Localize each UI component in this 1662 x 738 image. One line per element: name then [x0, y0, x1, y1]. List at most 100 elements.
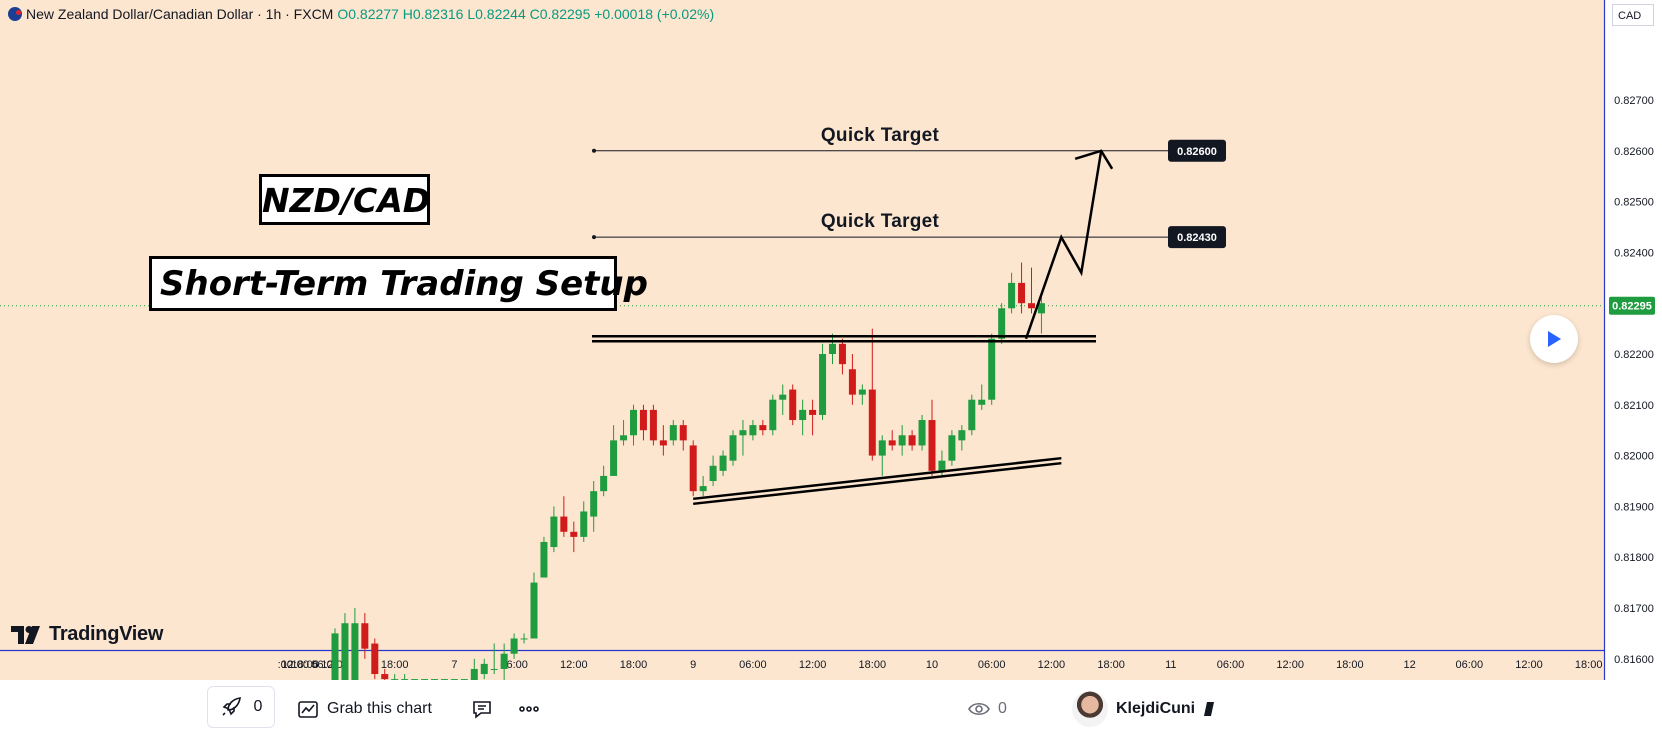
price-tick-label: 0.81700 [1614, 603, 1654, 615]
candle-body [401, 679, 409, 680]
candle-body [848, 369, 856, 395]
target-label: Quick Target [821, 125, 940, 146]
candlestick-chart[interactable]: 0.81600 0.81700 0.81800 0.81900 0.82000 0.821… [0, 0, 1662, 680]
candle-body [998, 308, 1006, 339]
time-tick-label: 06:00 [1456, 659, 1484, 671]
boost-button[interactable]: 0 [207, 686, 275, 728]
price-tick-label: 0.82400 [1614, 247, 1654, 259]
close-value: C0.82295 [529, 6, 591, 22]
grab-chart-button[interactable]: Grab this chart [297, 680, 432, 738]
current-price-badge [1609, 296, 1655, 315]
chart-image-icon [298, 701, 318, 718]
candle-body [958, 430, 966, 441]
candle-body [948, 435, 956, 461]
price-tick-label: 0.81800 [1614, 552, 1654, 564]
pro-badge-icon [1204, 702, 1215, 716]
candle-body [928, 420, 936, 471]
price-tick-label: 0.82000 [1614, 451, 1654, 463]
candle-body [460, 679, 468, 680]
open-value: O0.82277 [337, 6, 399, 22]
price-tick-label: 0.82700 [1614, 95, 1654, 107]
candle-body [918, 420, 926, 446]
candle-body [799, 409, 807, 421]
candle-body [540, 541, 548, 578]
time-tick-label: 06:00 [978, 659, 1006, 671]
author-name[interactable]: KlejdiCuni [1116, 700, 1196, 717]
target-price-badge [1168, 226, 1226, 249]
price-tick-label: 0.81600 [1614, 654, 1654, 666]
candle-body [470, 668, 478, 680]
candle-body [689, 445, 697, 492]
time-tick-label: 12:00 [281, 659, 309, 671]
author-avatar[interactable] [1072, 691, 1108, 727]
candle-body [411, 679, 419, 680]
comment-icon [473, 701, 491, 719]
time-tick-label: :00 [278, 659, 293, 671]
candle-body [560, 516, 568, 532]
candle-body [838, 343, 846, 365]
candle-body [580, 511, 588, 537]
candle-body [351, 623, 359, 680]
target-price-value: 0.82600 [1177, 146, 1217, 158]
pair-title-box: NZD/CAD [259, 174, 430, 225]
candle-body [500, 653, 508, 669]
author-profile[interactable]: KlejdiCuni [1072, 680, 1215, 738]
comments-button[interactable] [471, 680, 493, 738]
time-tick-label: 5 [312, 659, 318, 671]
time-tick-label: 12:00 [560, 659, 588, 671]
time-tick-label: 18:00 [859, 659, 887, 671]
currency-button[interactable]: CAD [1612, 4, 1654, 26]
candle-body [371, 643, 379, 675]
target-line-anchor [592, 235, 596, 240]
candle-body [669, 425, 677, 441]
candle-body [978, 399, 986, 405]
candle-body [908, 435, 916, 446]
time-tick-label: 12:00 [1276, 659, 1304, 671]
candle-body [968, 399, 976, 431]
time-tick-label: 7 [451, 659, 457, 671]
candle-body [610, 440, 618, 476]
candle-body [878, 440, 886, 456]
target-price-value: 0.82430 [1177, 232, 1217, 244]
candle-body [510, 638, 518, 654]
views-count: 0 [998, 700, 1007, 717]
idea-footer: 0 Grab this chart 0 KlejdiCuni [0, 680, 1662, 738]
time-tick-label: 18:00 [1575, 659, 1603, 671]
support-trendline [693, 461, 1062, 506]
time-tick-label: 18:00 [1097, 659, 1125, 671]
time-tick-label: 18:00 [381, 659, 409, 671]
support-trendline [693, 456, 1062, 501]
candle-body [1028, 303, 1035, 309]
candle-body [570, 531, 578, 537]
candle-body [421, 679, 429, 680]
price-tick-label: 0.82500 [1614, 197, 1654, 209]
candle-body [789, 389, 797, 421]
candle-body [620, 435, 628, 441]
candle-body [649, 409, 657, 441]
price-tick-label: 0.82200 [1614, 349, 1654, 361]
candle-body [729, 435, 737, 461]
candle-body [779, 394, 787, 400]
candle-body [858, 389, 866, 395]
candle-body [431, 679, 438, 680]
chart-area[interactable]: 0.81600 0.81700 0.81800 0.81900 0.82000 0.821… [0, 0, 1662, 680]
high-value: H0.82316 [402, 6, 464, 22]
target-line-anchor [592, 148, 596, 153]
more-button[interactable] [518, 680, 540, 738]
change-value: +0.00018 (+0.02%) [594, 6, 715, 22]
candle-body [829, 343, 836, 354]
symbol-title[interactable]: New Zealand Dollar/Canadian Dollar · 1h … [26, 6, 334, 22]
go-to-realtime-button[interactable] [1530, 315, 1578, 363]
time-axis-background [0, 650, 1604, 680]
candle-body [679, 425, 687, 441]
candle-body [331, 633, 339, 680]
candle-body [550, 516, 558, 548]
grab-chart-label: Grab this chart [327, 700, 432, 717]
candle-body [440, 679, 448, 680]
time-tick-label: 9 [690, 659, 696, 671]
candle-body [639, 409, 647, 431]
current-price-value: 0.82295 [1612, 301, 1652, 313]
candle-body [719, 455, 727, 471]
eye-icon [968, 702, 990, 716]
tradingview-logo[interactable]: TradingView [11, 623, 163, 646]
